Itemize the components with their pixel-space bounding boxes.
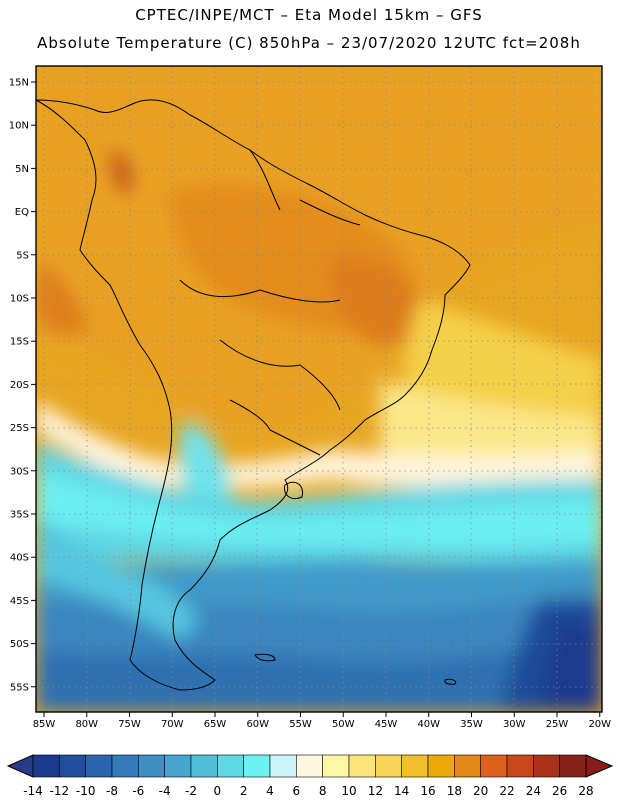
- colorbar-label: -4: [159, 784, 171, 798]
- lat-tick-label: 25S: [10, 423, 29, 434]
- lat-tick-label: 45S: [10, 596, 29, 607]
- colorbar-swatch: [506, 754, 534, 778]
- lat-tick-label: EQ: [15, 207, 29, 218]
- colorbar-swatch: [375, 754, 402, 778]
- lon-tick-label: 30W: [503, 719, 526, 730]
- colorbar-labels: -14 -12 -10 -8 -6 -4 -2 0 2 4 6 8 10 12 14 16 18 20 22 24 26…: [23, 784, 593, 798]
- colorbar-label: 26: [552, 784, 567, 798]
- colorbar-label: -12: [50, 784, 70, 798]
- lon-tick-label: 65W: [204, 719, 227, 730]
- colorbar-label: -6: [132, 784, 144, 798]
- lat-tick-label: 10S: [10, 294, 29, 305]
- coastlines: [36, 99, 471, 691]
- lon-tick-label: 45W: [375, 719, 398, 730]
- colorbar-swatch: [164, 754, 192, 778]
- lat-tick-label: 50S: [10, 639, 29, 650]
- lon-tick-label: 70W: [161, 719, 184, 730]
- colorbar-label: 14: [394, 784, 409, 798]
- lon-tick-label: 20W: [588, 719, 611, 730]
- colorbar-swatch: [85, 754, 113, 778]
- colorbar-label: 24: [526, 784, 541, 798]
- lon-tick-label: 35W: [460, 719, 483, 730]
- colorbar-label: 12: [368, 784, 383, 798]
- colorbar-swatch: [427, 754, 455, 778]
- colorbar-label: -10: [76, 784, 96, 798]
- colorbar-label: 16: [420, 784, 435, 798]
- colorbar-swatch: [59, 754, 86, 778]
- lon-tick-label: 80W: [75, 719, 98, 730]
- colorbar-swatch: [401, 754, 429, 778]
- colorbar-swatch: [190, 754, 218, 778]
- lat-tick-label: 20S: [10, 380, 29, 391]
- colorbar-label: 18: [447, 784, 462, 798]
- colorbar: [6, 754, 614, 778]
- colorbar-label: -2: [185, 784, 197, 798]
- lat-tick-label: 30S: [10, 466, 29, 477]
- lat-tick-label: 40S: [10, 553, 29, 564]
- colorbar-swatch: [111, 754, 139, 778]
- lon-tick-label: 75W: [118, 719, 141, 730]
- lat-tick-label: 5N: [15, 164, 29, 175]
- lon-tick-label: 60W: [246, 719, 269, 730]
- colorbar-label: 8: [319, 784, 327, 798]
- map-frame: [35, 65, 603, 713]
- colorbar-label: 22: [499, 784, 514, 798]
- lat-tick-label: 5S: [16, 250, 29, 261]
- colorbar-swatch: [559, 754, 587, 778]
- map-title-line-1: CPTEC/INPE/MCT – Eta Model 15km – GFS: [135, 6, 483, 24]
- temperature-field: [36, 66, 602, 712]
- lat-tick-label: 55S: [10, 682, 29, 693]
- colorbar-label: 2: [240, 784, 248, 798]
- colorbar-swatch: [32, 754, 60, 778]
- map-title-line-2: Absolute Temperature (C) 850hPa – 23/07/…: [37, 34, 581, 52]
- colorbar-swatch: [533, 754, 560, 778]
- lat-tick-label: 10N: [9, 121, 29, 132]
- colorbar-swatch: [138, 754, 165, 778]
- colorbar-swatch: [348, 754, 376, 778]
- colorbar-swatch: [454, 754, 481, 778]
- colorbar-label: 0: [214, 784, 222, 798]
- colorbar-swatch: [296, 754, 323, 778]
- colorbar-high-arrow: [585, 754, 614, 778]
- colorbar-label: 6: [293, 784, 301, 798]
- lat-tick-label: 15N: [9, 78, 29, 89]
- lon-tick-label: 25W: [546, 719, 569, 730]
- lat-tick-label: 35S: [10, 510, 29, 521]
- colorbar-label: -8: [106, 784, 118, 798]
- colorbar-label: 28: [578, 784, 593, 798]
- colorbar-swatch: [243, 754, 271, 778]
- colorbar-swatch: [322, 754, 350, 778]
- lat-tick-label: 15S: [10, 337, 29, 348]
- latitude-ticks: 15N 10N 5N EQ 5S 10S 15S 20S 25S 30S 35S 40S 45S 50S 5…: [9, 78, 36, 693]
- colorbar-swatch: [217, 754, 244, 778]
- colorbar-swatch: [269, 754, 297, 778]
- colorbar-low-arrow: [6, 754, 34, 778]
- colorbar-label: -14: [23, 784, 43, 798]
- lon-tick-label: 55W: [289, 719, 312, 730]
- colorbar-label: 4: [266, 784, 274, 798]
- colorbar-label: 20: [473, 784, 488, 798]
- lon-tick-label: 50W: [332, 719, 355, 730]
- graticule: [36, 66, 602, 712]
- colorbar-swatch: [480, 754, 508, 778]
- lon-tick-label: 85W: [33, 719, 56, 730]
- colorbar-label: 10: [341, 784, 356, 798]
- longitude-ticks: 85W 80W 75W 70W 65W 60W 55W 50W 45W 40W 35W 30W 25W 2…: [33, 712, 611, 730]
- lon-tick-label: 40W: [417, 719, 440, 730]
